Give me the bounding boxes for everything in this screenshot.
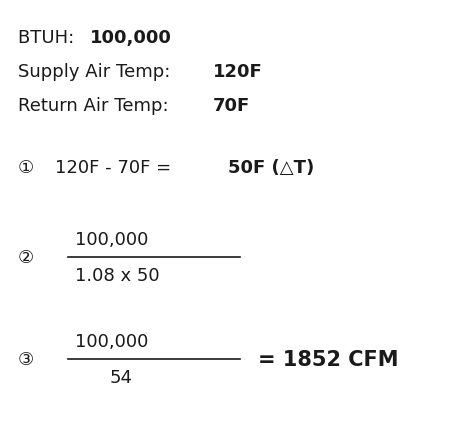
Text: ②: ② [18, 248, 34, 266]
Text: BTUH:: BTUH: [18, 29, 80, 47]
Text: 50F (△T): 50F (△T) [228, 159, 314, 177]
Text: 1.08 x 50: 1.08 x 50 [75, 266, 160, 284]
Text: 54: 54 [110, 368, 133, 386]
Text: 120F - 70F =: 120F - 70F = [55, 159, 177, 177]
Text: Supply Air Temp:: Supply Air Temp: [18, 63, 176, 81]
Text: 120F: 120F [213, 63, 263, 81]
Text: ③: ③ [18, 350, 34, 368]
Text: 100,000: 100,000 [75, 230, 148, 248]
Text: = 1852 CFM: = 1852 CFM [258, 349, 399, 369]
Text: 70F: 70F [213, 97, 250, 115]
Text: 100,000: 100,000 [90, 29, 172, 47]
Text: Return Air Temp:: Return Air Temp: [18, 97, 174, 115]
Text: 100,000: 100,000 [75, 332, 148, 350]
Text: ①: ① [18, 159, 34, 177]
